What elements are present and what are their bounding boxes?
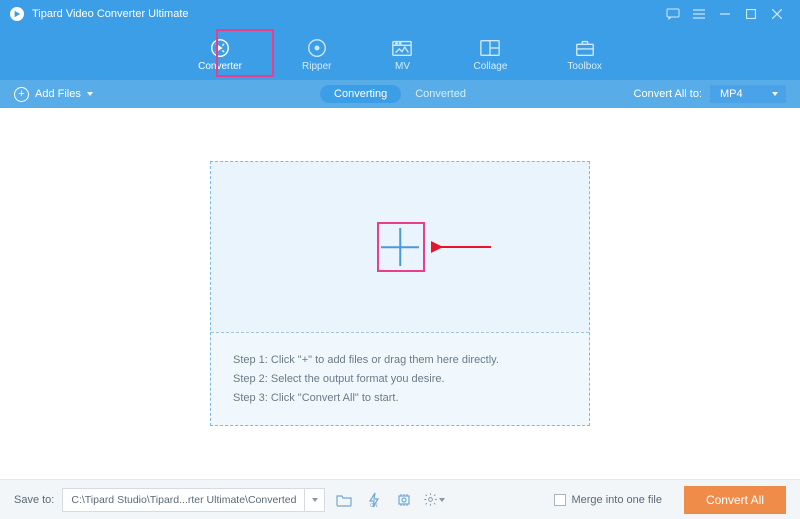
toolbar: + Add Files Converting Converted Convert…: [0, 80, 800, 108]
dropzone: Step 1: Click "+" to add files or drag t…: [210, 161, 590, 426]
footer: Save to: C:\Tipard Studio\Tipard...rter …: [0, 479, 800, 519]
tab-converting[interactable]: Converting: [320, 85, 401, 103]
menu-icon[interactable]: [686, 0, 712, 28]
path-dropdown-button[interactable]: [304, 489, 324, 511]
step-text: Step 2: Select the output format you des…: [233, 373, 567, 385]
merge-label: Merge into one file: [571, 494, 662, 506]
save-path-field[interactable]: C:\Tipard Studio\Tipard...rter Ultimate\…: [62, 488, 325, 512]
chevron-down-icon: [87, 92, 93, 96]
collage-icon: [479, 37, 501, 59]
step-text: Step 3: Click "Convert All" to start.: [233, 392, 567, 404]
convert-all-button[interactable]: Convert All: [684, 486, 786, 514]
checkbox-icon: [554, 494, 566, 506]
main-area: Step 1: Click "+" to add files or drag t…: [0, 108, 800, 479]
save-path-text: C:\Tipard Studio\Tipard...rter Ultimate\…: [63, 494, 304, 506]
gpu-button[interactable]: [393, 489, 415, 511]
status-tabs: Converting Converted: [320, 85, 480, 103]
add-files-button[interactable]: + Add Files: [14, 87, 93, 102]
convert-all-to-label: Convert All to:: [634, 88, 702, 100]
nav-ripper[interactable]: Ripper: [294, 33, 339, 76]
nav-mv[interactable]: MV: [383, 33, 421, 76]
nav-label: Toolbox: [567, 61, 601, 72]
open-folder-button[interactable]: [333, 489, 355, 511]
close-button[interactable]: [764, 0, 790, 28]
nav-label: MV: [395, 61, 410, 72]
drop-area[interactable]: [211, 162, 589, 332]
nav-collage[interactable]: Collage: [465, 33, 515, 76]
format-value: MP4: [720, 88, 743, 100]
tab-converted[interactable]: Converted: [401, 85, 480, 103]
chevron-down-icon: [772, 92, 778, 96]
nav-label: Converter: [198, 61, 242, 72]
navbar: Converter Ripper MV Collage Toolbox: [0, 28, 800, 80]
toolbox-icon: [574, 37, 596, 59]
add-files-label: Add Files: [35, 88, 81, 100]
add-files-plus-icon[interactable]: [377, 224, 423, 270]
instructions: Step 1: Click "+" to add files or drag t…: [211, 332, 589, 425]
merge-checkbox[interactable]: Merge into one file: [554, 494, 662, 506]
step-text: Step 1: Click "+" to add files or drag t…: [233, 354, 567, 366]
feedback-icon[interactable]: [660, 0, 686, 28]
ripper-icon: [306, 37, 328, 59]
app-logo-icon: [10, 7, 24, 21]
svg-text:ON: ON: [370, 503, 378, 508]
nav-label: Ripper: [302, 61, 331, 72]
settings-button[interactable]: [423, 489, 445, 511]
nav-label: Collage: [473, 61, 507, 72]
nav-converter[interactable]: Converter: [190, 33, 250, 76]
mv-icon: [391, 37, 413, 59]
plus-circle-icon: +: [14, 87, 29, 102]
maximize-button[interactable]: [738, 0, 764, 28]
save-to-label: Save to:: [14, 494, 54, 506]
nav-toolbox[interactable]: Toolbox: [559, 33, 609, 76]
titlebar: Tipard Video Converter Ultimate: [0, 0, 800, 28]
app-title: Tipard Video Converter Ultimate: [32, 8, 189, 20]
hw-accel-button[interactable]: ON: [363, 489, 385, 511]
minimize-button[interactable]: [712, 0, 738, 28]
converter-icon: [209, 37, 231, 59]
output-format-select[interactable]: MP4: [710, 85, 786, 103]
